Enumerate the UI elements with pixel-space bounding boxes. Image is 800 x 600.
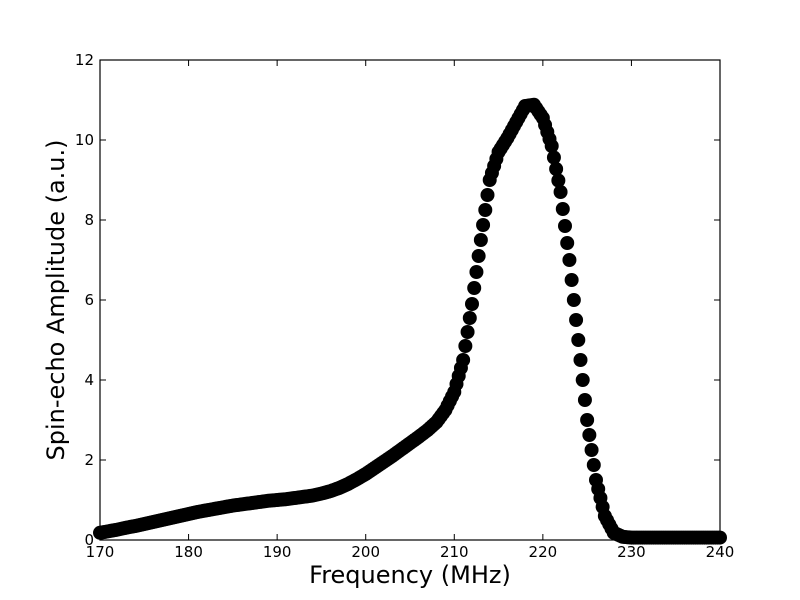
data-point [566, 293, 581, 307]
data-point [460, 325, 475, 339]
data-point [465, 297, 479, 311]
plot-area-frame [99, 59, 721, 541]
x-tick-label: 220 [529, 543, 558, 561]
data-point [551, 173, 566, 188]
x-tick-label: 180 [174, 543, 203, 561]
y-axis-label: Spin-echo Amplitude (a.u.) [42, 139, 70, 460]
x-tick-label: 240 [706, 543, 735, 561]
data-point [555, 202, 570, 216]
y-tick-label: 4 [84, 371, 94, 389]
data-point [582, 428, 597, 442]
data-point [473, 233, 488, 247]
data-point [480, 188, 495, 202]
data-point [558, 219, 572, 233]
data-point [562, 253, 577, 267]
x-tick-label: 190 [263, 543, 292, 561]
data-point [580, 413, 595, 427]
data-point [586, 458, 601, 472]
y-tick-label: 10 [75, 131, 94, 149]
data-point [478, 203, 493, 217]
y-tick-label: 8 [84, 211, 94, 229]
data-point [571, 333, 586, 347]
data-point [462, 311, 477, 325]
y-tick-label: 12 [75, 51, 94, 69]
y-tick-label: 6 [84, 291, 94, 309]
x-axis-label: Frequency (MHz) [309, 561, 511, 589]
data-point [584, 443, 599, 457]
x-tick-label: 200 [351, 543, 380, 561]
x-tick-label: 210 [440, 543, 469, 561]
data-point [564, 273, 579, 287]
x-tick-labels: 170 180 190 200 210 220 230 240 [86, 543, 735, 561]
data-points [93, 97, 727, 545]
data-point [546, 150, 561, 165]
data-point [456, 353, 471, 367]
data-point [560, 236, 575, 250]
x-tick-label: 230 [617, 543, 646, 561]
data-point [458, 339, 473, 353]
data-point [553, 185, 568, 199]
data-point [549, 162, 564, 176]
x-tick-label: 170 [86, 543, 115, 561]
axis-ticks [99, 59, 721, 541]
y-tick-label: 0 [84, 531, 94, 549]
data-point [573, 353, 588, 367]
data-point [467, 281, 482, 295]
data-point [469, 265, 484, 279]
data-point [476, 218, 491, 232]
data-point [575, 373, 590, 387]
data-point [577, 393, 592, 407]
data-point [569, 313, 584, 327]
y-tick-labels: 0 2 4 6 8 10 12 [75, 51, 94, 549]
data-point [471, 249, 486, 263]
y-tick-label: 2 [84, 451, 94, 469]
data-point [544, 139, 559, 153]
